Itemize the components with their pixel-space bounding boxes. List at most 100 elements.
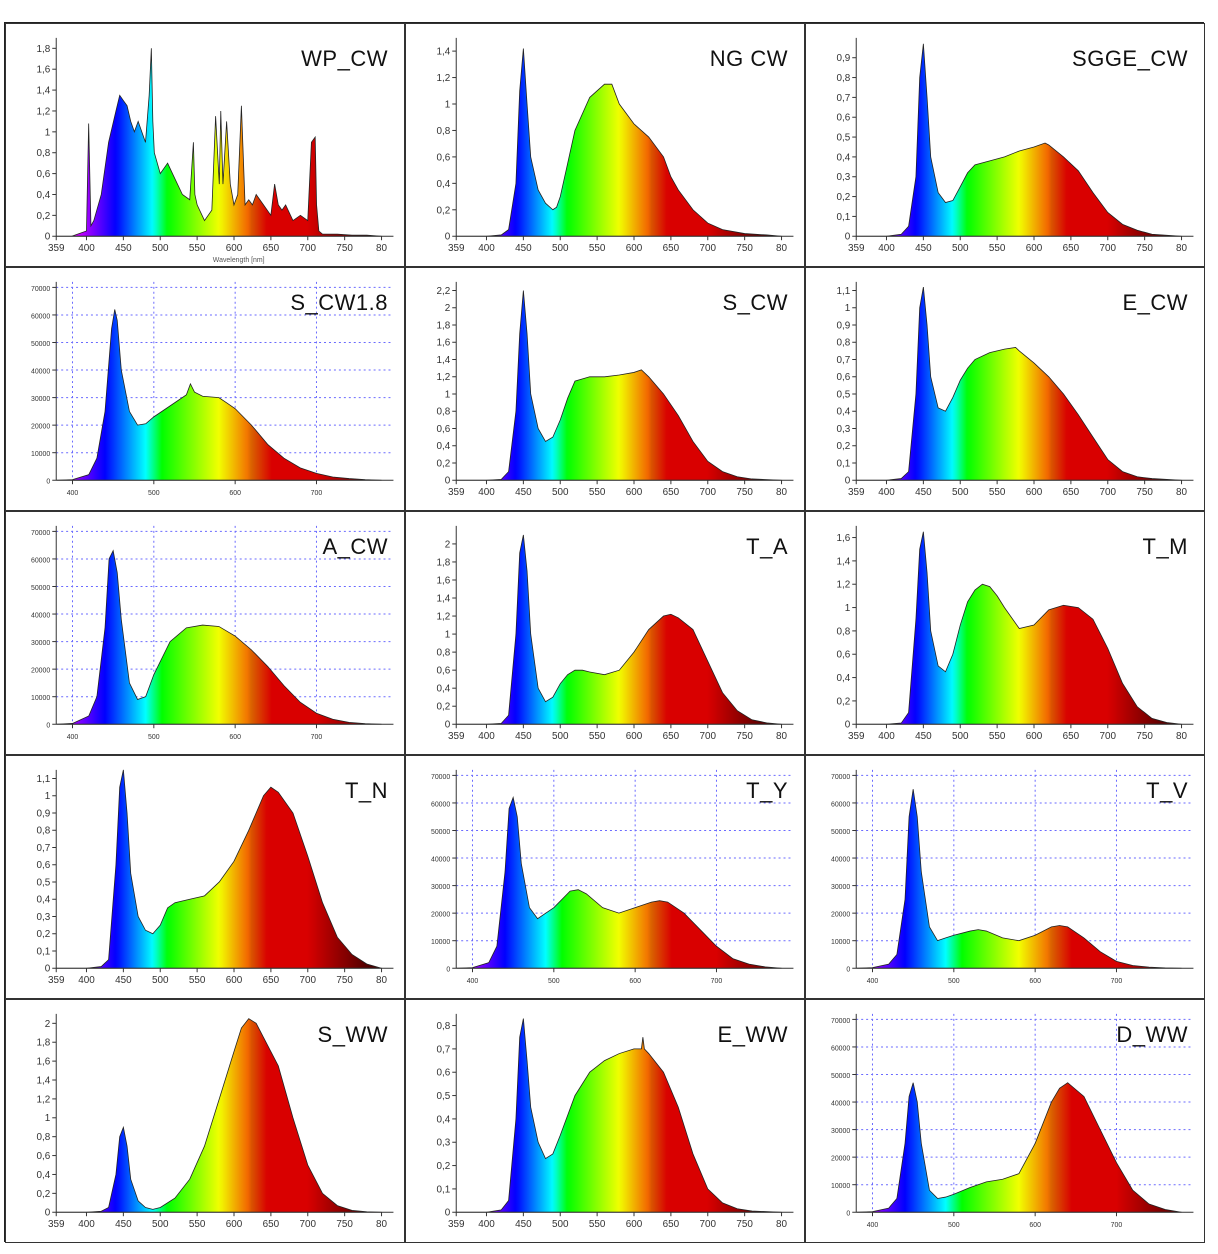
y-tick-label: 0,5 bbox=[836, 133, 850, 144]
y-tick-label: 0,6 bbox=[36, 1151, 50, 1162]
x-tick-label: 359 bbox=[848, 731, 865, 742]
x-tick-label: 750 bbox=[336, 1219, 353, 1230]
y-tick-label: 1,6 bbox=[36, 65, 50, 76]
spectrum-area bbox=[856, 531, 1182, 725]
x-tick-label: 700 bbox=[700, 1219, 717, 1230]
panel-title: A_CW bbox=[322, 534, 388, 559]
spectrum-panel: 0 0,1 0,2 0,3 0,4 0,5 0,6 0,7 0,8 0,9 1 1,1 359 400 45… bbox=[805, 267, 1205, 511]
x-tick-label: 650 bbox=[263, 975, 280, 986]
spectrum-area bbox=[856, 43, 1182, 237]
x-tick-label: 450 bbox=[915, 731, 932, 742]
x-tick-label: 750 bbox=[336, 975, 353, 986]
x-tick-label: 700 bbox=[700, 731, 717, 742]
x-tick-label: 80 bbox=[776, 731, 788, 742]
y-tick-label: 0,8 bbox=[436, 648, 450, 659]
y-tick-label: 0 bbox=[446, 967, 450, 974]
x-tick-label: 500 bbox=[152, 243, 169, 254]
spectrum-chart: 0 0,2 0,4 0,6 0,8 1 1,2 1,4 1,6 1,8 2 359 400 450 500 5… bbox=[436, 525, 794, 742]
x-tick-label: 600 bbox=[229, 734, 241, 741]
x-tick-label: 750 bbox=[336, 243, 353, 254]
x-tick-label: 500 bbox=[552, 243, 569, 254]
panel-title: S_CW1.8 bbox=[290, 290, 388, 315]
y-tick-label: 0 bbox=[45, 232, 51, 243]
spectrum-area bbox=[456, 290, 782, 481]
x-tick-label: 400 bbox=[478, 243, 495, 254]
panel-title: WP_CW bbox=[301, 46, 388, 71]
spectrum-chart: 0 0,2 0,4 0,6 0,8 1 1,2 1,4 1,6 1,8 359 400 450 500 55… bbox=[36, 37, 394, 264]
x-tick-label: 450 bbox=[515, 243, 532, 254]
x-tick-label: 700 bbox=[300, 243, 317, 254]
x-tick-label: 650 bbox=[263, 1219, 280, 1230]
x-tick-label: 600 bbox=[626, 243, 643, 254]
y-tick-label: 60000 bbox=[831, 1045, 850, 1052]
y-tick-label: 0,2 bbox=[836, 192, 850, 203]
x-tick-label: 500 bbox=[948, 1222, 960, 1229]
y-tick-label: 1,8 bbox=[436, 320, 450, 331]
y-tick-label: 0,1 bbox=[36, 946, 50, 957]
y-tick-label: 0 bbox=[845, 720, 851, 731]
x-tick-label: 650 bbox=[1063, 731, 1080, 742]
y-tick-label: 2,2 bbox=[436, 286, 450, 297]
x-axis-label: Wavelength [nm] bbox=[213, 257, 265, 264]
x-tick-label: 359 bbox=[448, 731, 465, 742]
y-tick-label: 0,8 bbox=[836, 626, 850, 637]
x-tick-label: 400 bbox=[867, 1222, 879, 1229]
x-tick-label: 700 bbox=[700, 487, 717, 498]
y-tick-label: 0,2 bbox=[436, 1161, 450, 1172]
x-tick-label: 80 bbox=[376, 975, 388, 986]
y-tick-label: 0,2 bbox=[36, 211, 50, 222]
y-tick-label: 1,8 bbox=[36, 44, 50, 55]
y-tick-label: 1,2 bbox=[836, 580, 850, 591]
y-tick-label: 20000 bbox=[831, 912, 850, 919]
x-tick-label: 400 bbox=[67, 734, 79, 741]
x-tick-label: 500 bbox=[552, 731, 569, 742]
x-tick-label: 700 bbox=[1100, 243, 1117, 254]
y-tick-label: 20000 bbox=[431, 912, 450, 919]
spectrum-panel: 0 0,2 0,4 0,6 0,8 1 1,2 1,4 1,6 1,8 2 359 400 450 500 5… bbox=[5, 999, 405, 1243]
x-tick-label: 500 bbox=[952, 243, 969, 254]
y-tick-label: 1,4 bbox=[36, 1075, 50, 1086]
x-tick-label: 400 bbox=[78, 243, 95, 254]
panel-title: E_WW bbox=[717, 1022, 788, 1047]
y-tick-label: 0 bbox=[846, 1211, 850, 1218]
y-tick-label: 0,6 bbox=[436, 1068, 450, 1079]
x-tick-label: 650 bbox=[263, 243, 280, 254]
y-tick-label: 10000 bbox=[431, 939, 450, 946]
x-tick-label: 600 bbox=[226, 243, 243, 254]
y-tick-label: 0,2 bbox=[436, 702, 450, 713]
x-tick-label: 700 bbox=[300, 1219, 317, 1230]
y-tick-label: 0,3 bbox=[836, 172, 850, 183]
x-tick-label: 750 bbox=[1136, 487, 1153, 498]
y-tick-label: 0 bbox=[45, 964, 51, 975]
y-tick-label: 0,6 bbox=[436, 152, 450, 163]
x-tick-label: 359 bbox=[448, 487, 465, 498]
x-tick-label: 600 bbox=[1029, 978, 1041, 985]
panel-title: S_WW bbox=[317, 1022, 388, 1047]
x-tick-label: 550 bbox=[589, 487, 606, 498]
y-tick-label: 0,1 bbox=[836, 212, 850, 223]
x-tick-label: 359 bbox=[848, 243, 865, 254]
y-tick-label: 0,4 bbox=[36, 190, 50, 201]
x-tick-label: 750 bbox=[736, 1219, 753, 1230]
spectrum-area bbox=[856, 286, 1182, 481]
spectrum-panel: 0 0,2 0,4 0,6 0,8 1 1,2 1,4 1,6 359 400 450 500 550 60… bbox=[805, 511, 1205, 755]
y-tick-label: 40000 bbox=[31, 369, 50, 376]
x-tick-label: 700 bbox=[1100, 731, 1117, 742]
spectrum-area bbox=[56, 549, 382, 725]
y-tick-label: 0,4 bbox=[836, 152, 850, 163]
spectrum-area bbox=[856, 789, 1182, 969]
x-tick-label: 359 bbox=[448, 243, 465, 254]
x-tick-label: 600 bbox=[229, 490, 241, 497]
y-tick-label: 0,8 bbox=[836, 338, 850, 349]
x-tick-label: 500 bbox=[148, 734, 160, 741]
y-tick-label: 60000 bbox=[431, 801, 450, 808]
x-tick-label: 450 bbox=[515, 487, 532, 498]
spectrum-area bbox=[456, 48, 782, 237]
x-tick-label: 80 bbox=[776, 1219, 788, 1230]
spectrum-chart: 0 0,1 0,2 0,3 0,4 0,5 0,6 0,7 0,8 359 400 450 500 550… bbox=[436, 1013, 794, 1230]
x-tick-label: 450 bbox=[515, 1219, 532, 1230]
y-tick-label: 1,2 bbox=[436, 73, 450, 84]
spectrum-chart: 0 0,2 0,4 0,6 0,8 1 1,2 1,4 359 400 450 500 550 600 65… bbox=[436, 37, 794, 254]
y-tick-label: 70000 bbox=[31, 286, 50, 293]
y-tick-label: 0,6 bbox=[436, 424, 450, 435]
